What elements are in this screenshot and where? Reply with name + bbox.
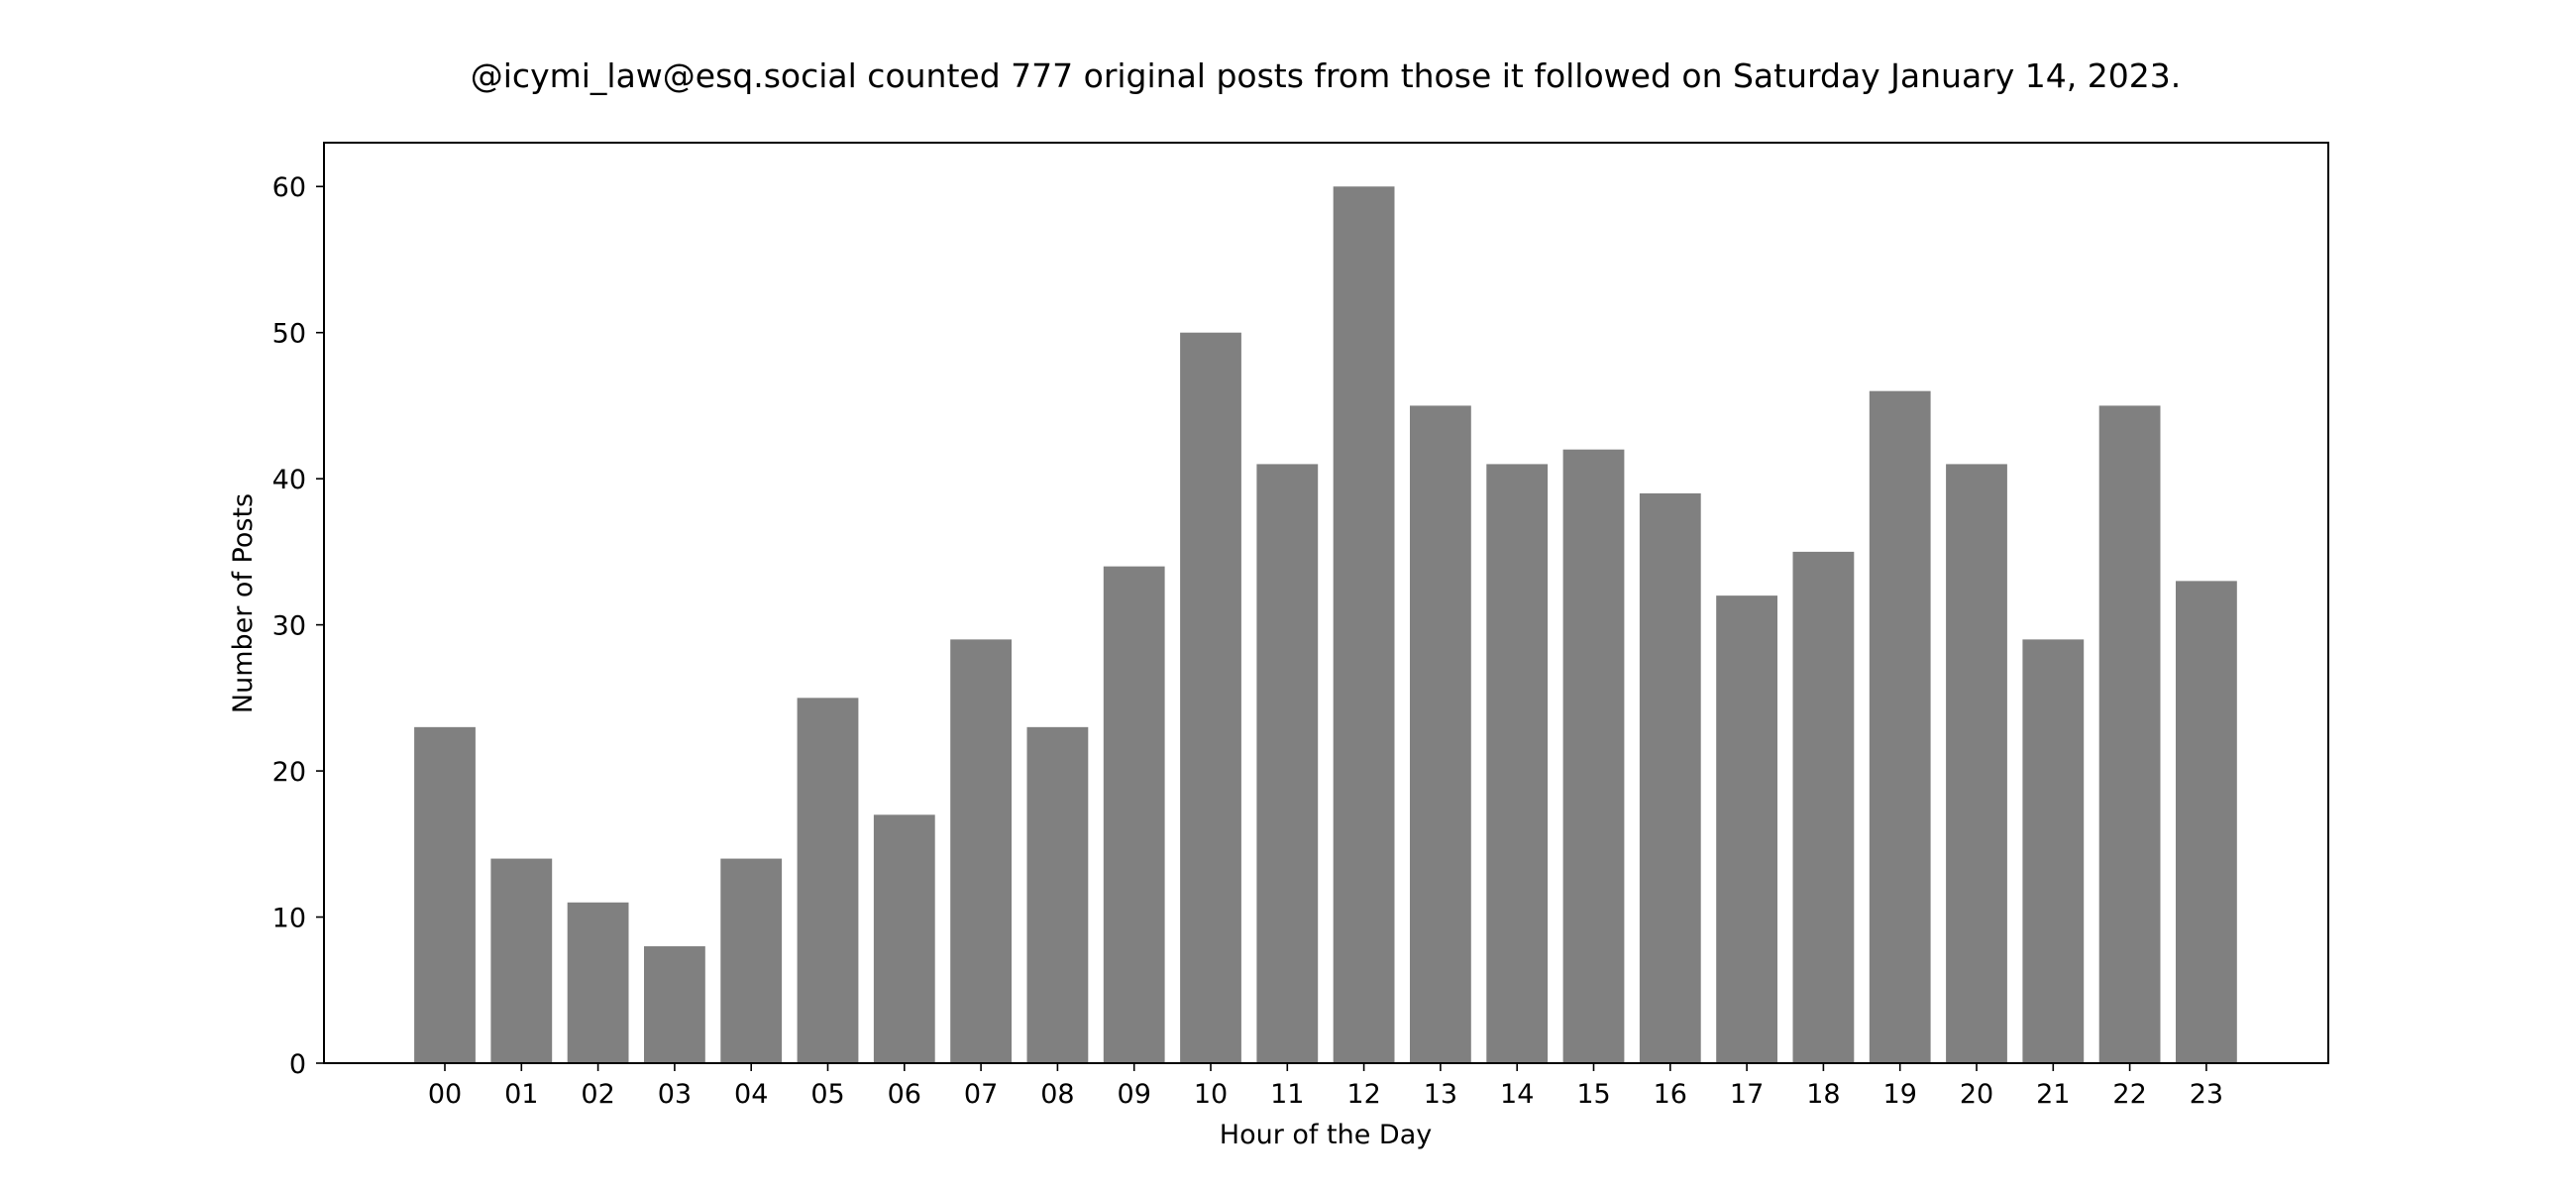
x-tick-label: 12	[1346, 1079, 1380, 1110]
x-tick-label: 21	[2036, 1079, 2070, 1110]
bar-hour-04	[720, 858, 783, 1063]
chart-title: @icymi_law@esq.social counted 777 origin…	[471, 56, 2181, 95]
x-tick-label: 00	[428, 1079, 462, 1110]
x-tick-label: 05	[810, 1079, 844, 1110]
x-tick-label: 02	[581, 1079, 614, 1110]
y-tick-label: 40	[272, 465, 306, 495]
bar-hour-13	[1410, 405, 1471, 1063]
plot-frame	[323, 142, 2329, 1064]
bar-hour-06	[873, 814, 935, 1063]
x-tick-label: 16	[1654, 1079, 1687, 1110]
bar-hour-16	[1639, 492, 1701, 1063]
x-tick-label: 19	[1883, 1079, 1917, 1110]
bar-hour-20	[1946, 464, 2007, 1063]
x-tick-label: 23	[2190, 1079, 2223, 1110]
bar-hour-17	[1716, 595, 1777, 1063]
bar-hour-08	[1026, 726, 1089, 1063]
bar-hour-09	[1103, 566, 1165, 1063]
x-tick-label: 09	[1118, 1079, 1151, 1110]
x-tick-label: 07	[964, 1079, 998, 1110]
x-tick-label: 15	[1576, 1079, 1610, 1110]
bar-hour-00	[414, 726, 476, 1063]
y-axis-label: Number of Posts	[228, 493, 259, 713]
bar-hour-15	[1562, 449, 1625, 1063]
bar-hour-03	[644, 946, 705, 1063]
x-tick-label: 10	[1194, 1079, 1228, 1110]
bar-hour-18	[1792, 551, 1855, 1063]
x-tick-label: 08	[1040, 1079, 1074, 1110]
bar-hour-05	[797, 698, 859, 1063]
bar-hour-02	[567, 902, 629, 1063]
x-tick-label: 03	[658, 1079, 692, 1110]
x-tick-label: 11	[1270, 1079, 1304, 1110]
y-tick-label: 50	[272, 319, 306, 350]
y-axis: 0 10 20 30 40 50 60	[272, 172, 324, 1080]
x-tick-label: 17	[1730, 1079, 1764, 1110]
bar-hour-01	[490, 858, 553, 1063]
bar-hour-10	[1180, 332, 1241, 1063]
y-tick-label: 10	[272, 904, 306, 934]
y-tick-label: 60	[272, 172, 306, 203]
x-tick-label: 18	[1806, 1079, 1840, 1110]
y-tick-label: 30	[272, 611, 306, 642]
bar-hour-19	[1869, 390, 1931, 1063]
x-axis-label: Hour of the Day	[1220, 1120, 1432, 1150]
x-tick-label: 01	[504, 1079, 538, 1110]
bar-hour-07	[950, 639, 1012, 1063]
bar-hour-22	[2098, 405, 2161, 1063]
y-tick-label: 20	[272, 757, 306, 788]
bar-hour-12	[1333, 186, 1395, 1064]
x-tick-label: 22	[2112, 1079, 2146, 1110]
x-tick-label: 20	[1960, 1079, 1993, 1110]
x-tick-label: 13	[1424, 1079, 1457, 1110]
bar-hour-23	[2176, 581, 2237, 1063]
bar-hour-11	[1256, 464, 1319, 1063]
bar-hour-14	[1486, 464, 1549, 1063]
x-tick-label: 06	[888, 1079, 921, 1110]
bar-hour-21	[2022, 639, 2085, 1063]
x-tick-label: 04	[734, 1079, 768, 1110]
bars	[414, 186, 2237, 1064]
x-axis: 00 01 02 03 04 05 06 07 08 09 10 11 12 13 14 15 16 17 18 19…	[428, 1063, 2223, 1110]
y-tick-label: 0	[289, 1049, 306, 1080]
x-tick-label: 14	[1500, 1079, 1534, 1110]
